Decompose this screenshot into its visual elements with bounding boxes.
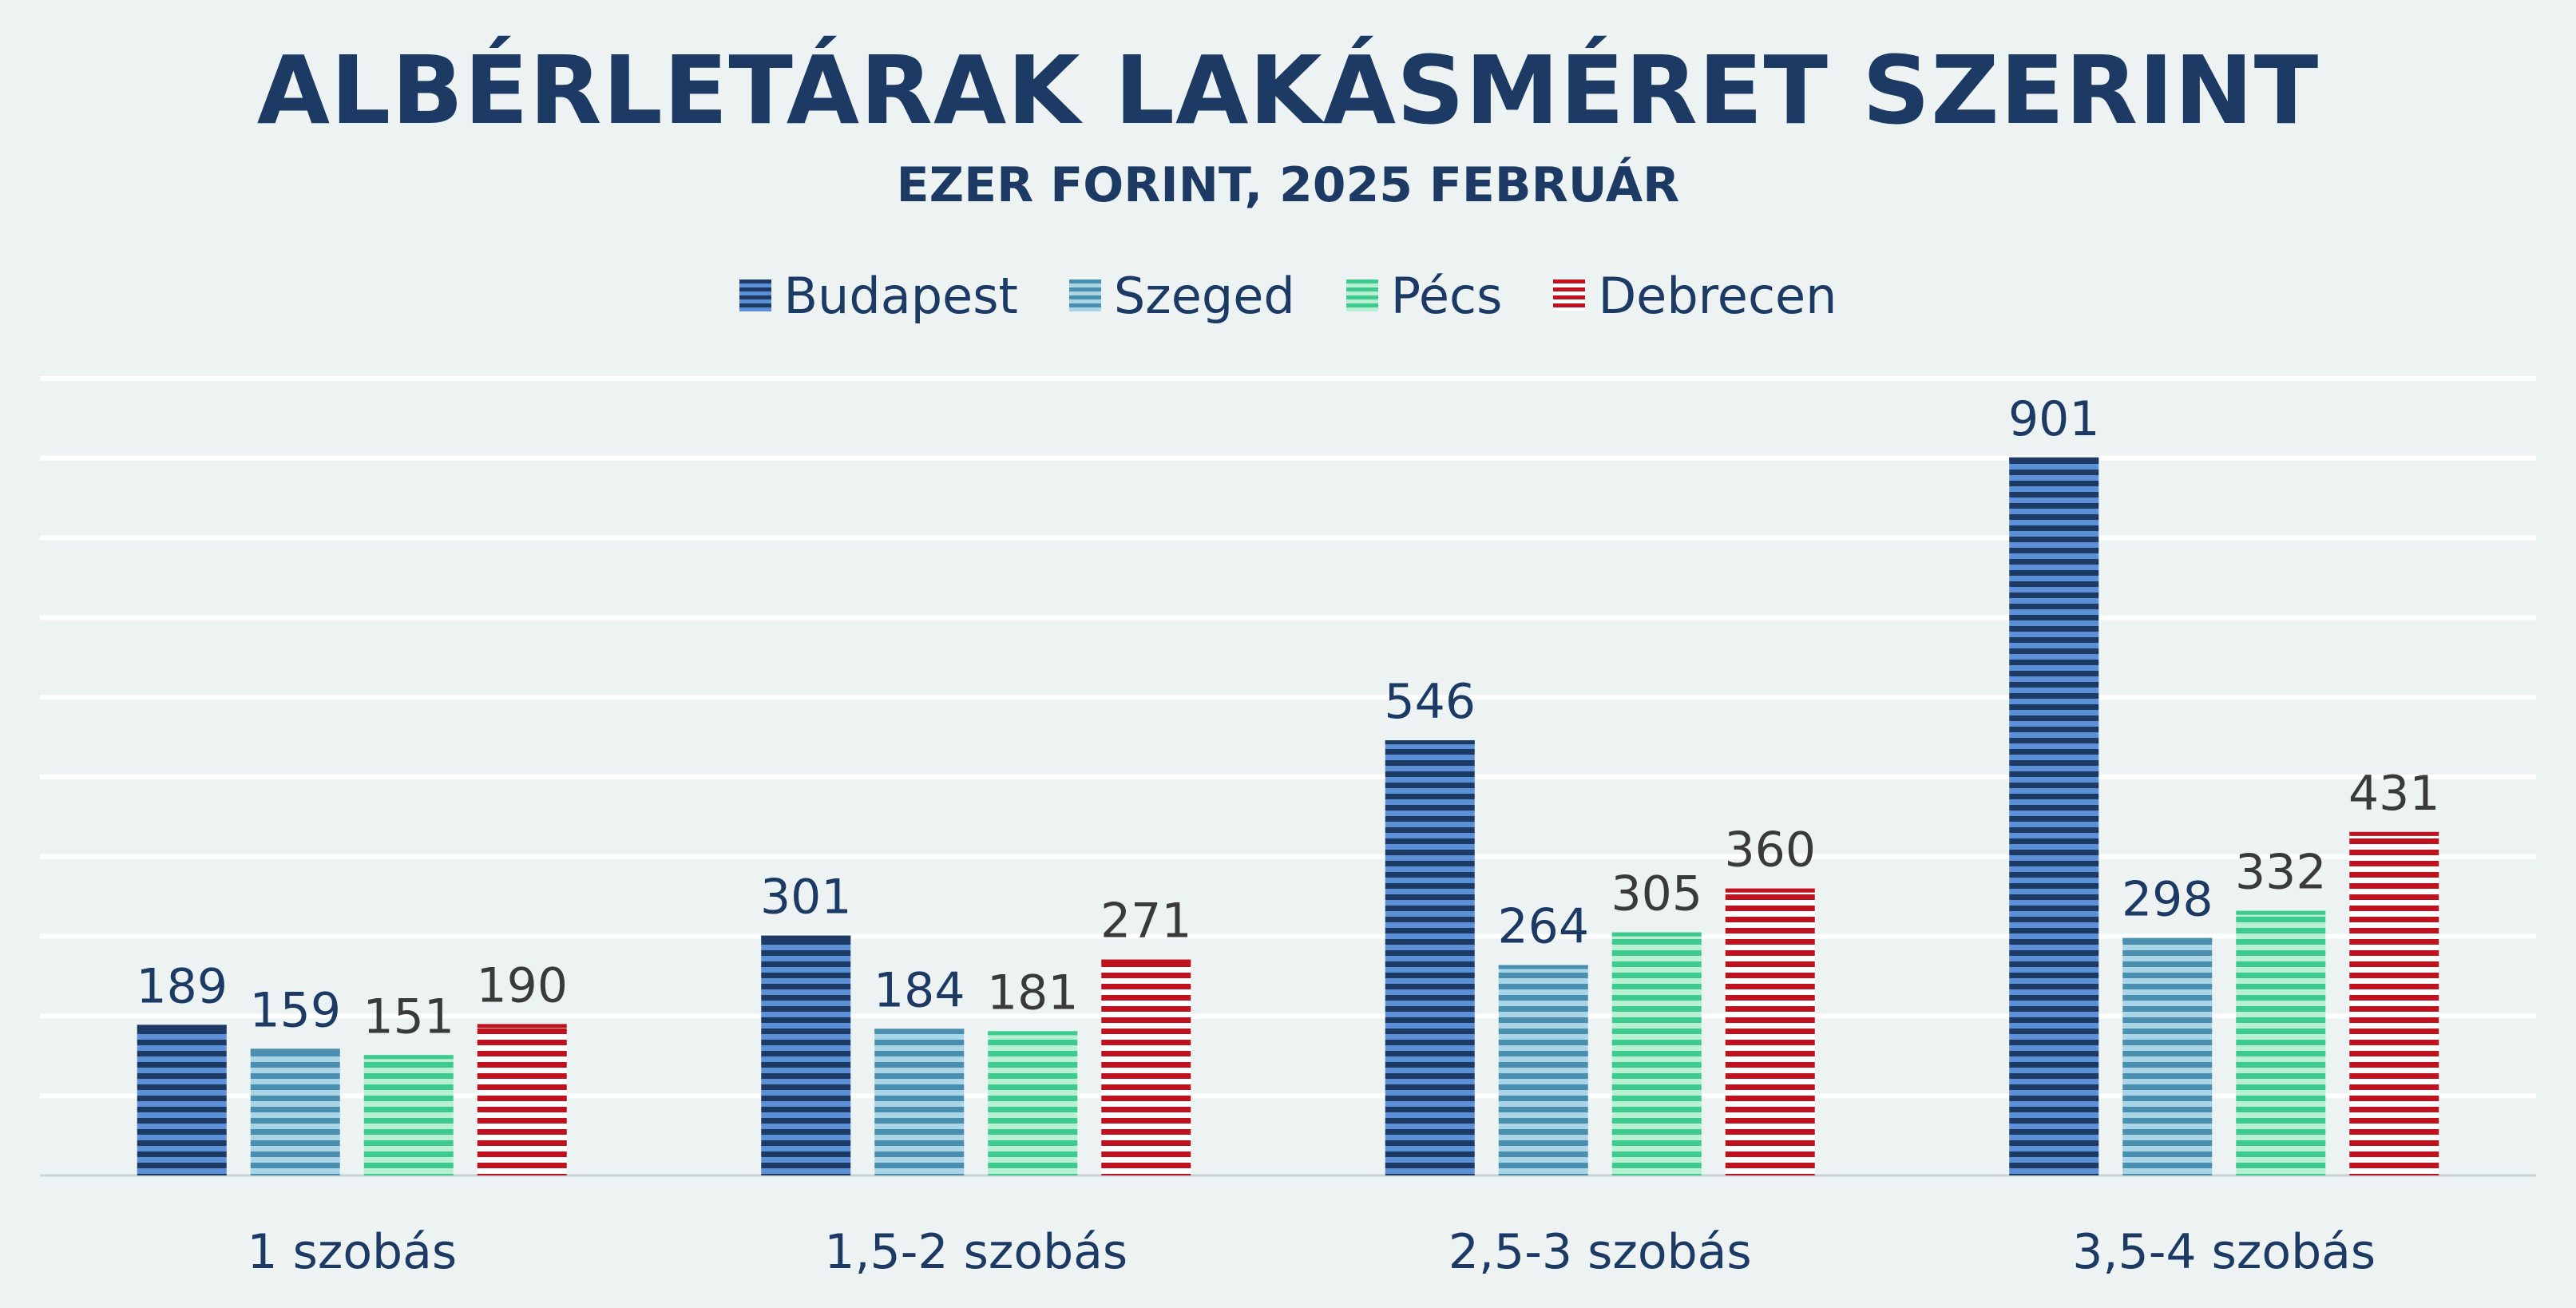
bar-debrecen-3 [2349,831,2439,1175]
data-label-szeged-2: 264 [1497,899,1589,955]
bar-cap [2009,457,2099,462]
data-label-szeged-0: 159 [249,982,341,1038]
bar-budapest-0 [137,1025,227,1175]
bar-cap [1725,888,1815,893]
bar-pecs-0 [363,1055,454,1175]
x-tick-label-0: 1 szobás [247,1224,457,1280]
bar-cap [1611,932,1702,937]
data-label-budapest-0: 189 [136,958,228,1014]
legend-label-budapest: Budapest [783,266,1018,325]
legend-item-debrecen: Debrecen [1553,267,1837,325]
data-label-debrecen-0: 190 [476,957,568,1013]
bar-cap [137,1025,227,1029]
legend-swatch-debrecen [1553,279,1586,311]
data-label-debrecen-2: 360 [1724,822,1816,878]
data-label-pecs-1: 181 [987,965,1079,1021]
chart-subtitle: EZER FORINT, 2025 FEBRUÁR [896,157,1680,213]
data-label-budapest-3: 901 [2008,391,2100,447]
data-label-budapest-1: 301 [760,870,852,926]
bar-szeged-3 [2122,937,2213,1175]
bar-cap [2236,910,2326,915]
bar-budapest-1 [761,935,851,1175]
bar-budapest-3 [2009,457,2099,1175]
data-label-szeged-1: 184 [874,962,965,1018]
x-tick-label-3: 3,5-4 szobás [2072,1224,2376,1280]
data-label-pecs-0: 151 [363,989,454,1044]
bar-budapest-2 [1385,740,1475,1175]
bar-cap [250,1048,340,1053]
data-label-debrecen-1: 271 [1100,894,1192,949]
bar-szeged-2 [1498,965,1588,1175]
data-label-debrecen-3: 431 [2348,766,2440,822]
bar-pecs-1 [988,1031,1078,1175]
bar-debrecen-1 [1101,959,1191,1175]
x-tick-label-1: 1,5-2 szobás [824,1224,1127,1280]
legend-swatch-szeged [1068,279,1101,311]
bar-cap [2349,831,2439,836]
bar-cap [1385,740,1475,745]
data-label-pecs-3: 332 [2235,845,2327,901]
data-label-budapest-2: 546 [1384,674,1476,730]
legend-label-szeged: Szeged [1113,266,1295,325]
bar-cap [1101,959,1191,964]
legend-item-pecs: Pécs [1345,266,1503,325]
bar-debrecen-0 [477,1024,567,1175]
bar-pecs-3 [2236,910,2326,1175]
bar-cap [477,1024,567,1029]
bar-cap [874,1029,965,1033]
data-label-pecs-2: 305 [1611,866,1702,922]
legend: Budapest Szeged Pécs Debrecen [0,264,2576,327]
bar-szeged-1 [874,1029,965,1175]
bar-pecs-2 [1611,932,1702,1175]
bar-cap [1498,965,1588,969]
bar-szeged-0 [250,1048,340,1175]
bar-debrecen-2 [1725,888,1815,1175]
bar-cap [988,1031,1078,1036]
bar-cap [2122,937,2213,942]
legend-swatch-budapest [739,279,771,311]
bar-cap [363,1055,454,1060]
data-label-szeged-3: 298 [2122,872,2213,928]
legend-label-debrecen: Debrecen [1598,266,1837,325]
bar-cap [761,935,851,940]
legend-item-budapest: Budapest [739,267,1018,325]
legend-item-szeged: Szeged [1068,266,1295,325]
chart-title: ALBÉRLETÁRAK LAKÁSMÉRET SZERINT [256,35,2320,145]
x-tick-label-2: 2,5-3 szobás [1449,1224,1752,1280]
legend-label-pecs: Pécs [1390,266,1503,325]
legend-swatch-pecs [1345,279,1378,311]
